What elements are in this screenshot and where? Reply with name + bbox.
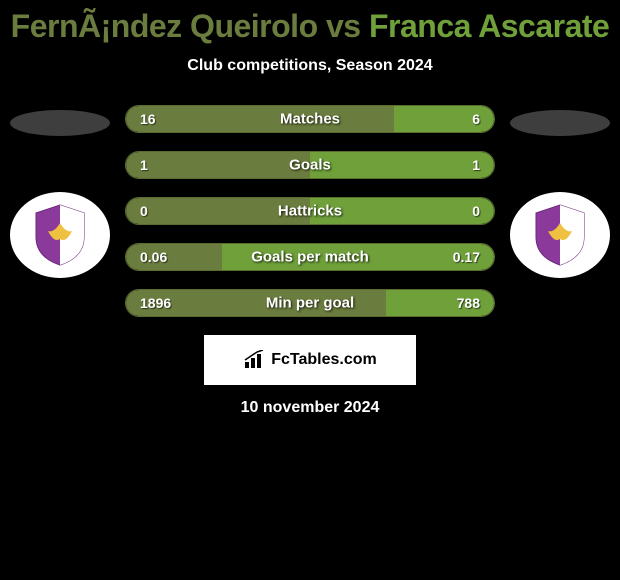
- stat-row: 16 6 Matches: [125, 105, 495, 133]
- title-right: Franca Ascarate: [361, 8, 610, 44]
- stat-value-left: 0.06: [140, 249, 167, 265]
- stat-label: Hattricks: [278, 203, 342, 220]
- player-left-column: [10, 110, 110, 278]
- brand-text: FcTables.com: [271, 351, 377, 369]
- chart-icon: [243, 350, 267, 370]
- page-title: FernÃ¡ndez Queirolo vs Franca Ascarate: [0, 0, 620, 45]
- stat-label: Min per goal: [266, 295, 354, 312]
- stat-value-left: 1896: [140, 295, 171, 311]
- stat-label: Goals: [289, 157, 331, 174]
- shield-icon: [532, 203, 588, 267]
- shield-icon: [32, 203, 88, 267]
- brand-box[interactable]: FcTables.com: [204, 335, 416, 385]
- stat-value-right: 1: [472, 157, 480, 173]
- player-right-oval: [510, 110, 610, 136]
- bar-left: [126, 106, 394, 132]
- stats-table: 16 6 Matches 1 1 Goals 0 0 Hattricks 0.06 0.17 Goal…: [125, 105, 495, 317]
- stat-row: 1 1 Goals: [125, 151, 495, 179]
- stat-value-right: 788: [457, 295, 480, 311]
- stat-value-right: 0: [472, 203, 480, 219]
- stat-row: 0 0 Hattricks: [125, 197, 495, 225]
- player-right-column: [510, 110, 610, 278]
- stat-value-left: 16: [140, 111, 156, 127]
- stat-value-left: 0: [140, 203, 148, 219]
- subtitle: Club competitions, Season 2024: [0, 57, 620, 75]
- comparison-card: FernÃ¡ndez Queirolo vs Franca Ascarate C…: [0, 0, 620, 580]
- stat-value-right: 0.17: [453, 249, 480, 265]
- stat-value-left: 1: [140, 157, 148, 173]
- title-left: FernÃ¡ndez Queirolo vs: [11, 8, 361, 44]
- stat-row: 0.06 0.17 Goals per match: [125, 243, 495, 271]
- stat-label: Goals per match: [251, 249, 369, 266]
- bar-left: [126, 152, 310, 178]
- date-text: 10 november 2024: [0, 399, 620, 417]
- stat-value-right: 6: [472, 111, 480, 127]
- club-badge-left: [10, 192, 110, 278]
- player-left-oval: [10, 110, 110, 136]
- stat-row: 1896 788 Min per goal: [125, 289, 495, 317]
- club-badge-right: [510, 192, 610, 278]
- bar-right: [310, 152, 494, 178]
- stat-label: Matches: [280, 111, 340, 128]
